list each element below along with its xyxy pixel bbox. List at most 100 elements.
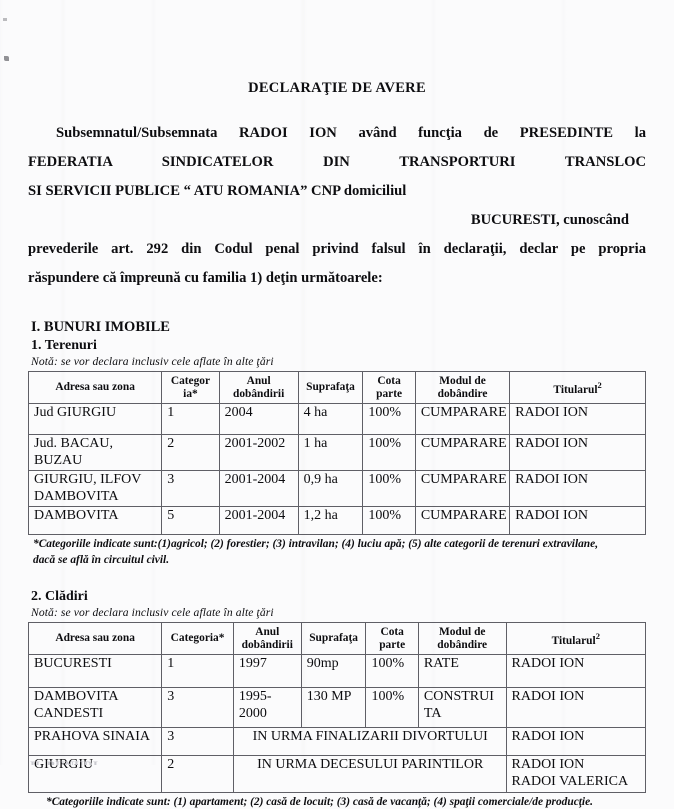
cell-categoria: 1 — [161, 403, 220, 435]
column-header-modul-line1: Modul de — [439, 375, 486, 387]
scan-speckle-icon — [4, 56, 9, 61]
table-row: PRAHOVA SINAIA 3 IN URMA FINALIZARII DIV… — [27, 727, 647, 756]
cell-adresa: DAMBOVITA — [27, 506, 163, 535]
intro-line3-tail: domiciliul — [343, 183, 407, 199]
table-row: GIURGIU, ILFOV DAMBOVITA 3 2001-2004 0,9… — [27, 470, 646, 507]
cell-cota: 100% — [365, 654, 419, 688]
table-row: DAMBOVITA CANDESTI 3 1995- 2000 130 MP 1… — [27, 687, 647, 728]
column-header-cota-line1: Cota — [380, 626, 404, 638]
cell-adresa: BUCURESTI — [27, 654, 163, 688]
cell-titularul: RADOI ION RADOI VALERICA — [505, 755, 647, 793]
column-header-cota-line1: Cota — [377, 375, 401, 387]
cell-titularul: RADOI ION — [509, 506, 646, 535]
column-header-suprafata: Suprafaţa — [297, 371, 364, 404]
intro-paragraph-line5: prevederile art. 292 din Codul penal pri… — [28, 241, 646, 257]
cell-suprafata: 90mp — [300, 654, 367, 688]
cell-categoria: 5 — [161, 506, 220, 535]
cell-suprafata: 0,9 ha — [297, 470, 364, 507]
column-header-cota-line2: parte — [376, 387, 403, 400]
column-header-modul-line2: dobândire — [437, 387, 488, 400]
cell-cota: 100% — [362, 470, 416, 507]
cell-suprafata: 130 MP — [300, 687, 367, 728]
cell-titularul: RADOI ION — [505, 727, 647, 756]
column-header-adresa: Adresa sau zona — [27, 622, 163, 655]
column-header-titularul-superscript: 2 — [597, 379, 602, 390]
cell-categoria: 2 — [161, 434, 220, 471]
cell-modul: CUMPARARE — [414, 403, 511, 435]
column-header-modul-line1: Modul de — [438, 626, 486, 638]
cell-anul: 2001-2002 — [218, 434, 299, 471]
cell-modul: CUMPARARE — [414, 434, 511, 471]
cell-categoria: 3 — [161, 687, 234, 728]
column-header-suprafata: Suprafaţa — [300, 622, 367, 655]
column-header-titularul-text: Titularul — [551, 634, 596, 647]
subsection-heading-cladiri: 2. Clădiri — [31, 589, 88, 604]
cell-cota: 100% — [362, 434, 416, 471]
terenuri-footnote-line1: *Categoriile indicate sunt:(1)agricol; (… — [33, 538, 599, 550]
intro-paragraph-line2: FEDERATIA SINDICATELOR DIN TRANSPORTURI … — [28, 154, 646, 170]
cell-adresa: PRAHOVA SINAIA — [27, 727, 163, 756]
column-header-anul-line1: Anul — [246, 375, 271, 387]
table-row: Jud. BACAU, BUZAU 2 2001-2002 1 ha 100% … — [27, 434, 646, 471]
cell-cota: 100% — [365, 687, 419, 728]
column-header-adresa: Adresa sau zona — [27, 371, 163, 404]
column-header-anul-line2: dobândirii — [241, 638, 293, 651]
cell-modul: RATE — [417, 654, 507, 688]
cell-adresa: DAMBOVITA CANDESTI — [27, 687, 163, 728]
column-header-titularul: Titularul2 — [509, 371, 646, 404]
cell-modul: CUMPARARE — [414, 506, 511, 535]
column-header-categoria-line2: ia* — [183, 387, 198, 400]
page-title: DECLARAŢIE DE AVERE — [248, 80, 426, 96]
cell-titularul: RADOI ION — [505, 654, 647, 688]
table-row: Jud GIURGIU 1 2004 4 ha 100% CUMPARARE R… — [27, 403, 646, 435]
cell-modul: CUMPARARE — [414, 470, 511, 507]
cell-merged-observatie: IN URMA DECESULUI PARINTILOR — [232, 755, 507, 793]
next-section-heading-cutoff: II. BUNURI MOBILE — [30, 758, 150, 765]
cell-adresa: Jud. BACAU, BUZAU — [27, 434, 163, 471]
cell-titularul: RADOI ION — [509, 470, 646, 507]
cell-categoria: 1 — [161, 654, 234, 688]
column-header-titularul: Titularul2 — [505, 622, 647, 655]
column-header-anul-line2: dobândirii — [232, 387, 285, 400]
cell-categoria: 2 — [161, 755, 234, 793]
cell-adresa: GIURGIU, ILFOV DAMBOVITA — [27, 470, 163, 507]
table-row: BUCURESTI 1 1997 90mp 100% RATE RADOI IO… — [27, 654, 647, 688]
cell-titularul: RADOI ION — [509, 403, 646, 435]
column-header-modul: Modul de dobândire — [414, 371, 511, 404]
cell-anul: 1997 — [232, 654, 302, 688]
column-header-modul-line2: dobândire — [437, 638, 488, 651]
cell-adresa: Jud GIURGIU — [27, 403, 163, 435]
column-header-titularul-superscript: 2 — [595, 630, 600, 641]
cell-suprafata: 1,2 ha — [297, 506, 364, 535]
section-heading-bunuri-imobile: I. BUNURI IMOBILE — [31, 319, 170, 335]
terenuri-note: Notă: se vor declara inclusiv cele aflat… — [31, 355, 274, 368]
column-header-modul: Modul de dobândire — [417, 622, 507, 655]
terenuri-header-row: Adresa sau zona Categor ia* Anul dobândi… — [27, 371, 646, 404]
column-header-cota: Cota parte — [365, 622, 419, 655]
cladiri-footnote: *Categoriile indicate sunt: (1) apartame… — [46, 796, 593, 808]
cell-titularul: RADOI ION — [509, 434, 646, 471]
cell-suprafata: 4 ha — [297, 403, 364, 435]
column-header-anul: Anul dobândirii — [218, 371, 299, 404]
column-header-categoria: Categoria* — [161, 622, 234, 655]
intro-paragraph-line4: BUCURESTI, cunoscând — [470, 212, 629, 228]
cell-suprafata: 1 ha — [297, 434, 364, 471]
column-header-titularul-text: Titularul — [553, 383, 598, 396]
cell-anul: 2001-2004 — [218, 506, 299, 535]
cladiri-note: Notă: se vor declara inclusiv cele aflat… — [31, 606, 274, 619]
column-header-cota: Cota parte — [362, 371, 416, 404]
column-header-categoria-line1: Categor — [170, 375, 211, 387]
cell-merged-observatie: IN URMA FINALIZARII DIVORTULUI — [232, 727, 507, 756]
terenuri-table: Adresa sau zona Categor ia* Anul dobândi… — [27, 371, 646, 535]
scan-speckle-icon — [3, 18, 7, 21]
column-header-categoria: Categor ia* — [161, 371, 220, 404]
cell-anul: 2001-2004 — [218, 470, 299, 507]
cell-anul: 1995- 2000 — [232, 687, 302, 728]
subsection-heading-terenuri: 1. Terenuri — [31, 338, 97, 353]
cladiri-table: Adresa sau zona Categoria* Anul dobândir… — [27, 622, 647, 793]
column-header-cota-line2: parte — [379, 638, 406, 651]
cladiri-header-row: Adresa sau zona Categoria* Anul dobândir… — [27, 622, 647, 655]
column-header-anul-line1: Anul — [255, 626, 280, 638]
cell-modul: CONSTRUI TA — [417, 687, 507, 728]
